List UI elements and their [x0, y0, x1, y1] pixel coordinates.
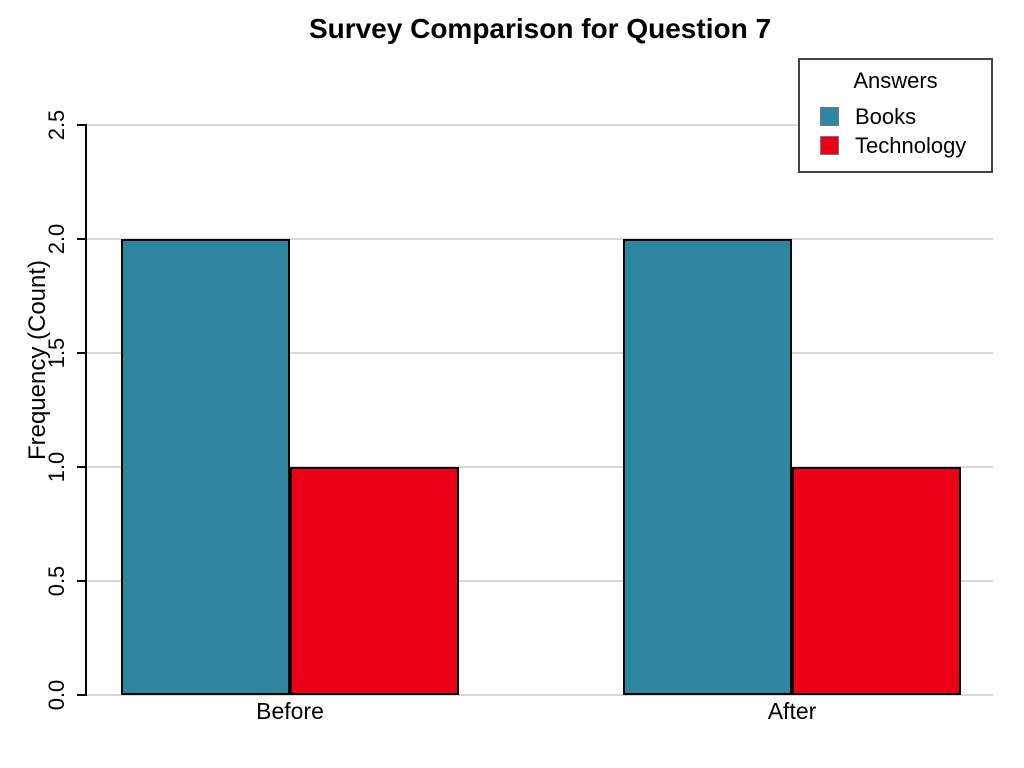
chart-title: Survey Comparison for Question 7: [308, 13, 772, 44]
y-tick: [77, 466, 85, 468]
bar-after-technology: [792, 467, 961, 695]
legend-label-technology: Technology: [855, 132, 967, 158]
x-category-label: After: [767, 698, 817, 724]
bar-before-technology: [290, 467, 459, 695]
legend: Answers Books Technology: [798, 58, 993, 173]
gridline: [87, 238, 993, 240]
legend-label-books: Books: [855, 103, 917, 129]
y-tick-label: 2.0: [44, 223, 69, 255]
y-tick: [77, 580, 85, 582]
legend-entry-books: Books: [800, 102, 991, 131]
gridline: [87, 694, 993, 696]
y-tick: [77, 124, 85, 126]
y-tick-label: 0.5: [44, 565, 69, 597]
y-tick-label: 1.0: [44, 451, 69, 483]
y-axis-line: [85, 124, 87, 696]
y-tick: [77, 352, 85, 354]
gridline: [87, 124, 993, 126]
legend-entry-technology: Technology: [800, 131, 991, 160]
bar-before-books: [121, 239, 290, 695]
y-tick-label: 0.0: [44, 679, 69, 711]
gridline: [87, 580, 993, 582]
legend-title: Answers: [853, 68, 938, 93]
gridline: [87, 466, 993, 468]
gridline: [87, 352, 993, 354]
legend-swatch-technology: [820, 136, 839, 155]
y-tick-label: 2.5: [44, 109, 69, 141]
y-tick: [77, 238, 85, 240]
y-tick-label: 1.5: [44, 337, 69, 369]
x-category-label: Before: [256, 698, 324, 724]
y-tick: [77, 694, 85, 696]
legend-swatch-books: [820, 107, 839, 126]
bar-after-books: [623, 239, 792, 695]
